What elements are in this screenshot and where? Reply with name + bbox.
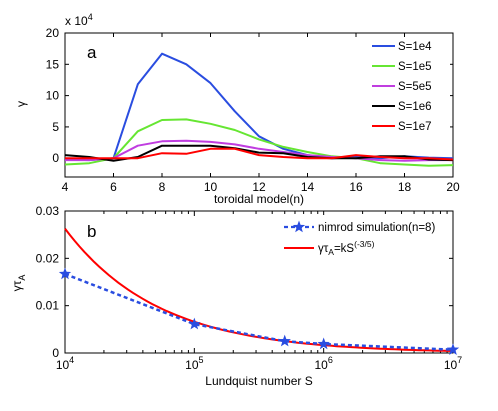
panel-b-simulation-point xyxy=(188,317,201,330)
panel-a-x-tick-label: 16 xyxy=(349,180,363,194)
panel-b-x-tick-label: 106 xyxy=(314,355,332,372)
panel-a: 0 5 10 15 20 4 6 8 10 12 14 16 18 20 x 104 a γ toroi… xyxy=(14,12,460,206)
panel-a-x-tick-label: 10 xyxy=(204,180,218,194)
panel-a-legend-label-3: S=5e5 xyxy=(398,81,432,93)
panel-a-x-tick-label: 20 xyxy=(446,180,460,194)
panel-a-x-tick-label: 6 xyxy=(110,180,117,194)
panel-a-y-tick-label: 20 xyxy=(46,26,60,40)
panel-a-y-axis-label: γ xyxy=(14,101,28,107)
panel-b-y-axis-label: γτA xyxy=(10,275,27,292)
panel-b-y-tick-label: 0.02 xyxy=(36,251,60,265)
panel-a-x-tick-label: 4 xyxy=(62,180,69,194)
panel-a-legend-box xyxy=(370,37,450,131)
panel-b-legend-box xyxy=(278,215,450,257)
panel-a-x-tick-label: 12 xyxy=(252,180,266,194)
panel-b-series-lines xyxy=(58,227,460,355)
panel-b-y-tick-label: 0.01 xyxy=(36,299,60,313)
panel-b-simulation-point xyxy=(446,343,460,355)
panel-b-y-tick-label: 0.03 xyxy=(36,204,60,218)
panel-b: 0 0.01 0.02 0.03 104 105 106 107 b γτA Lundqui… xyxy=(10,204,462,388)
panel-b-x-tick-label: 105 xyxy=(185,355,203,372)
panel-a-series-line-5 xyxy=(65,147,454,161)
panel-a-y-tick-label: 0 xyxy=(52,151,59,165)
panel-a-label: a xyxy=(87,43,97,62)
panel-b-y-ticks: 0 0.01 0.02 0.03 xyxy=(36,204,453,360)
panel-a-x-tick-label: 14 xyxy=(301,180,315,194)
panel-a-x-tick-label: 18 xyxy=(398,180,412,194)
panel-a-y-tick-label: 5 xyxy=(52,120,59,134)
panel-a-y-tick-label: 10 xyxy=(46,89,60,103)
panel-b-legend: nimrod simulation(n=8) γτA=kS(-3/5) xyxy=(278,215,450,257)
panel-b-x-tick-label: 104 xyxy=(56,355,74,372)
panel-a-legend-label-1: S=1e4 xyxy=(398,41,432,53)
panel-a-y-multiplier-exp: 4 xyxy=(88,12,93,22)
panel-b-x-ticks: 104 105 106 107 xyxy=(56,211,462,372)
panel-a-legend-label-5: S=1e7 xyxy=(398,121,432,133)
panel-a-legend: S=1e4 S=1e5 S=5e5 S=1e6 S=1e7 xyxy=(370,37,450,133)
panel-a-series-lines xyxy=(64,52,454,167)
panel-a-legend-label-2: S=1e5 xyxy=(398,61,432,73)
panel-a-series-line-2 xyxy=(64,118,454,167)
panel-a-x-ticks: 4 6 8 10 12 14 16 18 20 xyxy=(62,33,460,194)
panel-b-y-axis-label-sub: A xyxy=(17,275,27,281)
legend-label-nimrod: nimrod simulation(n=8) xyxy=(318,222,435,234)
panel-b-x-tick-label: 107 xyxy=(444,355,462,372)
panel-a-series-line-3 xyxy=(65,139,453,162)
panel-b-simulation-point xyxy=(58,267,72,280)
panel-b-simulation-line xyxy=(64,272,454,351)
panel-b-x-axis-label: Lundquist number S xyxy=(205,374,312,388)
panel-b-simulation-point xyxy=(278,334,291,347)
panel-b-y-tick-label: 0 xyxy=(52,346,59,360)
panel-a-y-multiplier: x 104 xyxy=(65,12,93,28)
panel-a-y-tick-label: 15 xyxy=(46,57,60,71)
panel-b-label: b xyxy=(87,222,96,241)
panel-b-simulation-point xyxy=(317,337,330,350)
legend-label-fit: γτA=kS(-3/5) xyxy=(318,239,375,257)
panel-a-x-axis-label: toroidal model(n) xyxy=(214,192,304,206)
panel-a-x-tick-label: 8 xyxy=(159,180,166,194)
legend-star-nimrod xyxy=(292,220,306,233)
panel-a-legend-label-4: S=1e6 xyxy=(398,101,432,113)
